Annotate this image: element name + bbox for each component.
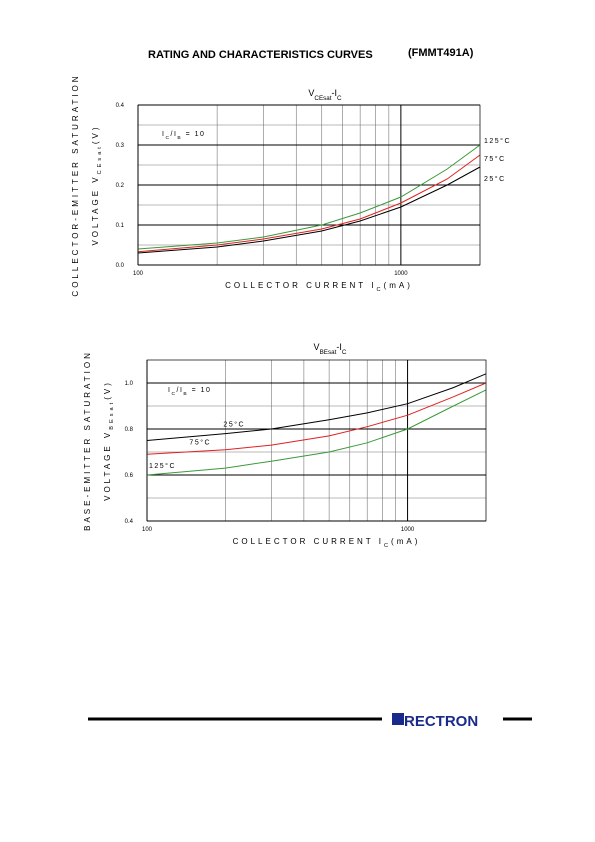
- series-line: [146, 382, 487, 455]
- legend-label: 25°C: [484, 175, 506, 183]
- y-tick-label: 0.4: [125, 519, 134, 525]
- chart-title-part: V: [314, 342, 320, 352]
- x-tick-label: 1000: [401, 527, 415, 533]
- page-title: RATING AND CHARACTERISTICS CURVES: [148, 49, 373, 61]
- x-axis-label: COLLECTOR CURRENT IC(mA): [225, 281, 413, 293]
- series-line: [137, 166, 481, 254]
- annotation: IC/IB = 10: [168, 387, 211, 397]
- y-tick-label: 0.3: [116, 143, 125, 149]
- annotation-part: I: [168, 387, 171, 394]
- series-line: [146, 373, 487, 441]
- y-tick-label: 0.8: [125, 427, 134, 433]
- x-tick-label: 100: [133, 271, 144, 277]
- x-axis-label-part: (mA): [384, 281, 413, 290]
- y-tick-label: 1.0: [125, 381, 134, 387]
- x-axis-label-part: (mA): [391, 537, 420, 546]
- y-tick-label: 0.6: [125, 473, 134, 479]
- y-tick-label: 0.4: [116, 103, 125, 109]
- y-axis-label: VOLTAGE VCEsat(V): [91, 124, 103, 245]
- y-axis-label: BASE-EMITTER SATURATION: [83, 350, 92, 531]
- y-tick-label: 0.0: [116, 263, 125, 269]
- annotation-part: B: [177, 135, 182, 141]
- chart-title-part: BEsat: [320, 349, 337, 356]
- x-axis-label-part: C: [384, 543, 391, 549]
- part-number: (FMMT491A): [408, 47, 474, 59]
- y-axis-label-part: (V): [103, 380, 112, 400]
- x-axis-label-part: C: [377, 287, 384, 293]
- y-axis-label-part: VOLTAGE V: [91, 174, 100, 245]
- x-axis-label-part: COLLECTOR CURRENT I: [225, 281, 376, 290]
- chart-title-part: C: [342, 349, 347, 356]
- series-line: [137, 144, 481, 250]
- logo-text: RECTRON: [404, 713, 478, 730]
- x-axis-label: COLLECTOR CURRENT IC(mA): [233, 537, 421, 549]
- y-axis-label-part: CEsat: [97, 144, 103, 174]
- chart-title-part: C: [337, 95, 342, 102]
- y-axis-label-part: VOLTAGE V: [103, 430, 112, 501]
- chart-title-part: CEsat: [314, 95, 331, 102]
- series-line: [137, 154, 481, 253]
- legend-label: 125°C: [484, 137, 511, 145]
- y-tick-label: 0.2: [116, 183, 125, 189]
- y-axis-label: COLLECTOR-EMITTER SATURATION: [71, 73, 80, 296]
- annotation-part: B: [183, 391, 188, 397]
- chart-title-part: V: [308, 88, 314, 98]
- x-tick-label: 1000: [394, 271, 408, 277]
- y-axis-label-part: (V): [91, 124, 100, 144]
- annotation-part: C: [171, 391, 176, 397]
- x-axis-label-part: COLLECTOR CURRENT I: [233, 537, 384, 546]
- legend-label: 25°C: [223, 421, 245, 429]
- annotation-part: C: [165, 135, 170, 141]
- chart-title-part: -I: [332, 88, 338, 98]
- chart-title: VCEsat-IC: [308, 88, 342, 102]
- x-tick-label: 100: [142, 527, 153, 533]
- annotation-part: I: [162, 131, 165, 138]
- annotation-part: = 10: [182, 131, 205, 138]
- legend-label: 125°C: [149, 462, 176, 470]
- annotation-part: = 10: [188, 387, 211, 394]
- logo-mark: [392, 713, 404, 725]
- chart-title: VBEsat-IC: [314, 342, 347, 356]
- plot-frame: [146, 359, 487, 522]
- series-line: [146, 389, 487, 476]
- y-axis-label-part: BEsat: [109, 400, 115, 430]
- plot-frame: [137, 104, 481, 266]
- legend-label: 75°C: [189, 439, 211, 447]
- y-axis-label: VOLTAGE VBEsat(V): [103, 380, 115, 501]
- y-tick-label: 0.1: [116, 223, 125, 229]
- annotation: IC/IB = 10: [162, 131, 205, 141]
- chart-title-part: -I: [336, 342, 342, 352]
- legend-label: 75°C: [484, 155, 506, 163]
- annotation-part: /I: [171, 131, 178, 138]
- annotation-part: /I: [177, 387, 184, 394]
